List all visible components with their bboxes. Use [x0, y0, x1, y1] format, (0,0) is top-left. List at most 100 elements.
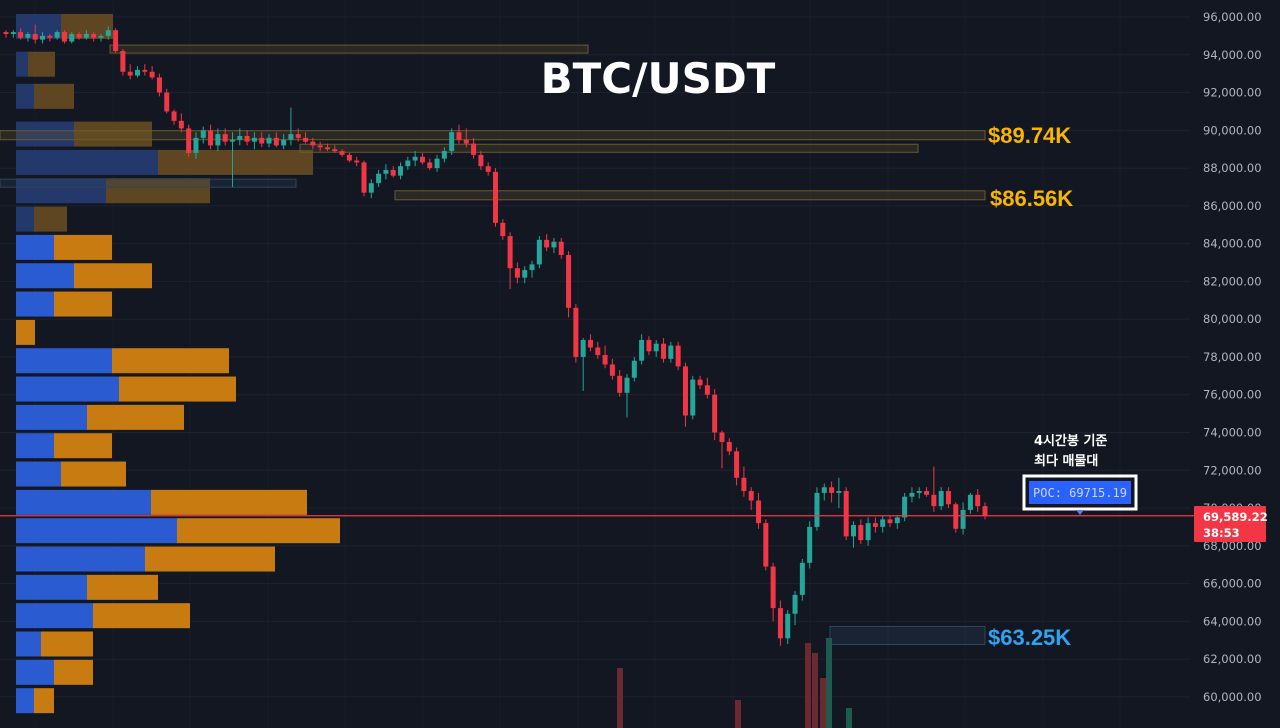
vp-buy-bar — [16, 348, 112, 374]
candle-body — [61, 32, 67, 42]
price-tick-label: 94,000.00 — [1203, 48, 1262, 62]
candle-body — [843, 491, 849, 537]
candle-body — [587, 339, 593, 348]
zone-box — [0, 130, 986, 141]
price-tick-label: 96,000.00 — [1203, 10, 1262, 24]
price-tick-label: 72,000.00 — [1203, 463, 1262, 477]
vp-sell-bar — [158, 149, 313, 175]
zone-label-89k: $89.74K — [988, 123, 1071, 148]
candle-body — [368, 183, 374, 193]
candle-body — [105, 30, 111, 36]
price-tick-label: 68,000.00 — [1203, 539, 1262, 553]
candle-body — [960, 509, 966, 529]
candle-body — [120, 50, 126, 72]
candle-body — [726, 441, 732, 452]
vp-buy-bar — [16, 546, 145, 572]
zone-box — [0, 178, 297, 188]
candle-body — [609, 364, 615, 376]
candle-body — [273, 137, 279, 146]
poc-label: POC: 69715.19 — [1033, 486, 1127, 500]
candle-body — [858, 525, 864, 541]
vp-buy-bar — [16, 13, 61, 39]
candle-body — [164, 92, 170, 112]
volume-bar — [617, 668, 623, 728]
candle-body — [83, 33, 89, 38]
price-tick-label: 60,000.00 — [1203, 690, 1262, 704]
vp-buy-bar — [16, 206, 34, 232]
vp-buy-bar — [16, 51, 28, 77]
candle-body — [171, 111, 177, 121]
candle-body — [69, 33, 75, 42]
candle-body — [98, 35, 104, 38]
vp-sell-bar — [41, 631, 93, 657]
price-tick-label: 88,000.00 — [1203, 161, 1262, 175]
candle-body — [251, 137, 257, 142]
candle-body — [40, 35, 46, 40]
candle-body — [558, 241, 564, 255]
candle-body — [938, 491, 944, 507]
vp-buy-bar — [16, 178, 106, 204]
vp-buy-bar — [16, 149, 158, 175]
candle-body — [281, 139, 287, 146]
zone-box — [829, 626, 986, 646]
vp-sell-bar — [16, 319, 35, 345]
candle-body — [303, 137, 309, 142]
candle-body — [412, 156, 418, 161]
price-tick-label: 78,000.00 — [1203, 350, 1262, 364]
vp-sell-bar — [61, 461, 126, 487]
candle-body — [814, 492, 820, 527]
candle-body — [113, 30, 119, 51]
candle-body — [953, 504, 959, 529]
candle-body — [887, 519, 893, 524]
candle-body — [916, 491, 922, 493]
candle-body — [544, 239, 550, 248]
candle-body — [91, 33, 97, 38]
candle-body — [449, 132, 455, 152]
candle-body — [551, 241, 557, 248]
candle-body — [500, 222, 506, 237]
candle-body — [471, 143, 477, 155]
candle-body — [332, 149, 338, 152]
vp-sell-bar — [54, 659, 93, 685]
vp-buy-bar — [16, 659, 54, 685]
vp-sell-bar — [119, 376, 236, 402]
volume-bar — [735, 700, 741, 728]
volume-bar — [846, 708, 852, 728]
vp-sell-bar — [54, 291, 112, 317]
price-zones — [0, 44, 986, 646]
vp-buy-bar — [16, 518, 177, 544]
zone-box — [299, 143, 919, 153]
candle-body — [485, 166, 491, 172]
candle-body — [909, 492, 915, 497]
candle-body — [924, 491, 930, 495]
candle-body — [631, 360, 637, 378]
vp-sell-bar — [112, 348, 229, 374]
vp-buy-bar — [16, 603, 93, 629]
candle-body — [310, 141, 316, 146]
candle-body — [259, 137, 265, 144]
candle-body — [894, 517, 900, 524]
candle-body — [507, 236, 513, 269]
zone-label-86k: $86.56K — [990, 186, 1073, 211]
candle-body — [419, 156, 425, 163]
zone-box — [109, 44, 589, 54]
vp-buy-bar — [16, 263, 74, 289]
candle-body — [186, 128, 192, 153]
price-tick-label: 82,000.00 — [1203, 274, 1262, 288]
price-tick-label: 64,000.00 — [1203, 614, 1262, 628]
candle-body — [354, 160, 360, 163]
candle-body — [149, 71, 155, 78]
candle-body — [982, 506, 988, 516]
candle-body — [266, 137, 272, 144]
candles — [3, 24, 988, 646]
candle-body — [967, 494, 973, 510]
candle-body — [799, 562, 805, 595]
candle-body — [32, 33, 38, 40]
candle-body — [975, 494, 981, 507]
candle-body — [405, 160, 411, 167]
vp-sell-bar — [177, 518, 340, 544]
zone-box — [394, 190, 986, 201]
vp-buy-bar — [16, 688, 34, 714]
candle-body — [821, 487, 827, 493]
